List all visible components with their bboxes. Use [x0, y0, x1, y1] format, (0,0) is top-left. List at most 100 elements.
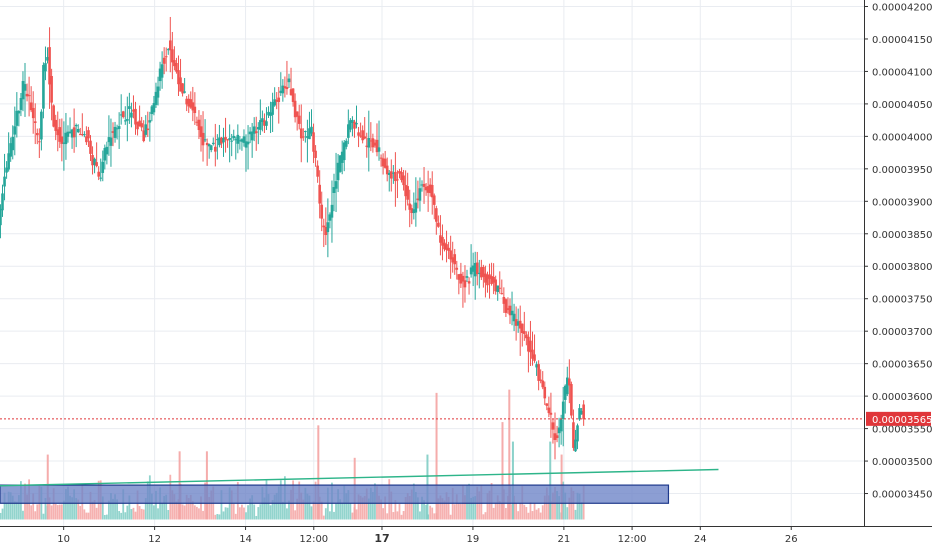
volume-bar: [556, 490, 558, 520]
volume-bar: [95, 507, 98, 520]
candle-body: [203, 139, 207, 141]
volume-bar: [386, 513, 389, 520]
candle-body: [250, 131, 254, 141]
candle-body: [488, 274, 491, 279]
candle-body: [76, 128, 80, 133]
candle-body: [99, 177, 103, 179]
volume-bar: [541, 505, 544, 520]
y-tick-label: 0.00003850: [872, 230, 932, 241]
candle-body: [48, 47, 51, 85]
volume-bar: [580, 502, 583, 520]
volume-bar: [365, 488, 368, 520]
volume-bar: [22, 510, 24, 520]
volume-bar: [269, 505, 272, 520]
volume-bar: [533, 503, 536, 520]
volume-bar: [464, 495, 466, 520]
volume-bar: [394, 500, 397, 520]
candle-body: [181, 83, 184, 94]
candle-body: [68, 131, 72, 134]
candle-body: [56, 129, 60, 136]
x-tick-label: 12:00: [299, 534, 328, 545]
candle-body: [361, 130, 364, 141]
volume-bar: [253, 504, 256, 520]
volume-bar: [3, 492, 6, 520]
candle-body: [205, 142, 209, 146]
volume-bar: [288, 500, 290, 520]
candle-body: [516, 321, 520, 326]
candle-body: [404, 184, 407, 197]
candle-body: [308, 128, 311, 140]
volume-bar: [89, 491, 92, 520]
candle-body: [465, 276, 469, 278]
candle-body: [85, 136, 88, 143]
candle-body: [113, 126, 117, 138]
candle-body: [306, 136, 309, 138]
candle-body: [461, 275, 465, 282]
volume-bar: [183, 505, 186, 520]
volume-bar: [243, 507, 245, 520]
volume-bar: [402, 511, 405, 520]
candle-body: [283, 86, 287, 89]
candle-body: [563, 385, 567, 400]
candle-body: [490, 276, 493, 284]
volume-bar: [515, 502, 518, 520]
candle-body: [60, 136, 64, 144]
candle-body: [318, 184, 321, 204]
volume-profile-box[interactable]: [0, 484, 670, 504]
candle-body: [508, 305, 512, 316]
y-tick-label: 0.00003650: [872, 360, 932, 371]
candle-body: [132, 109, 135, 112]
y-tick-label: 0.00004200: [872, 2, 932, 13]
candle-body: [396, 179, 399, 181]
trend-line-segment[interactable]: [0, 468, 719, 487]
volume-bar: [423, 500, 425, 520]
candle-body: [471, 265, 475, 272]
volume-bar: [138, 506, 141, 520]
candle-body: [344, 140, 348, 147]
candle-body: [582, 404, 585, 420]
candle-body: [428, 184, 432, 194]
volume-bar: [44, 498, 47, 520]
candle-body: [371, 138, 375, 148]
volume-bar: [290, 489, 292, 520]
volume-bar: [196, 506, 198, 520]
trend-line[interactable]: [0, 468, 719, 487]
volume-bar: [337, 489, 339, 520]
candle-body: [54, 119, 58, 131]
candle-body: [441, 236, 444, 246]
candle-body: [78, 134, 82, 136]
candle-body: [35, 132, 39, 136]
volume-bar: [357, 494, 360, 520]
candle-body: [400, 172, 403, 181]
volume-bar: [50, 505, 53, 520]
volume-bar: [421, 496, 423, 520]
volume-bar: [238, 507, 241, 520]
candle-body: [504, 299, 508, 313]
volume-bar: [108, 500, 110, 520]
y-tick-label: 0.00003950: [872, 165, 932, 176]
volume-profile-rect[interactable]: [0, 484, 670, 504]
candle-body: [21, 81, 25, 100]
volume-bar: [414, 491, 417, 520]
candle-body: [416, 198, 420, 201]
volume-bar: [48, 497, 51, 520]
volume-bar: [531, 511, 534, 520]
volume-bar: [513, 495, 515, 520]
candle-body: [269, 112, 272, 116]
volume-bar: [230, 490, 233, 520]
volume-bar: [439, 495, 442, 520]
candle-body: [570, 384, 573, 416]
candle-body: [453, 254, 457, 265]
candle-body: [369, 140, 373, 142]
volume-bar: [498, 500, 501, 520]
volume-bar: [30, 505, 33, 520]
candle-body: [402, 175, 405, 186]
candle-body: [271, 101, 274, 115]
volume-bar: [1, 508, 4, 520]
candle-body: [46, 57, 49, 61]
volume-bar: [441, 498, 444, 520]
candle-body: [218, 137, 221, 146]
candle-body: [392, 172, 395, 174]
